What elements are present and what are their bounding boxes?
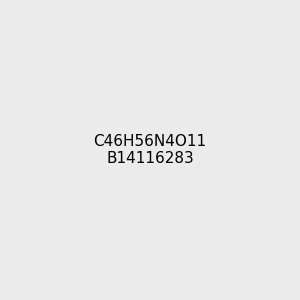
Text: C46H56N4O11
B14116283: C46H56N4O11 B14116283 [93, 134, 207, 166]
